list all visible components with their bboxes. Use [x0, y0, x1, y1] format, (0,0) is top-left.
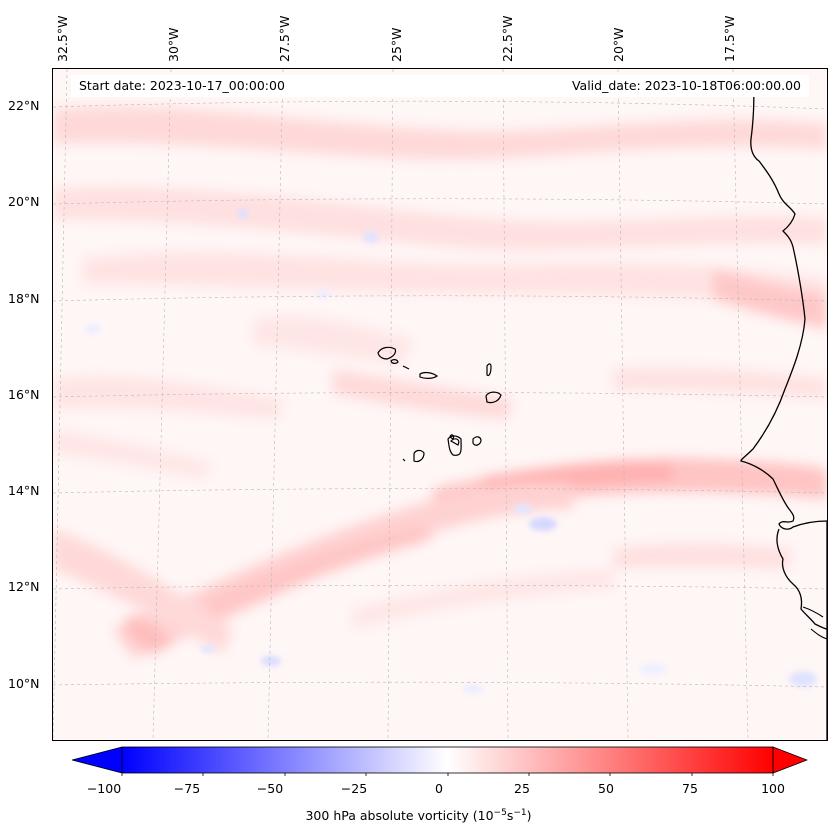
colorbar-extend-min [72, 746, 123, 774]
valid-date-label: Valid_date: 2023-10-18T06:00:00.00 [571, 78, 801, 93]
map-panel [53, 69, 827, 740]
lon-label: 22.5°W [500, 15, 515, 62]
colorbar-scale [122, 747, 773, 773]
colorbar-tick: −75 [173, 781, 201, 796]
positive-vorticity-bands [53, 106, 827, 659]
negative-vorticity-patches [85, 209, 817, 694]
lon-label: 32.5°W [55, 15, 70, 62]
cape-verde-islands [377, 346, 502, 463]
colorbar-tick: 25 [514, 781, 530, 796]
lat-label: 12°N [8, 579, 40, 594]
date-info-bar [71, 75, 809, 97]
colorbar-label: 300 hPa absolute vorticity (10−5s−1) [305, 808, 532, 824]
lon-label: 27.5°W [277, 15, 292, 62]
colorbar-tick: −50 [256, 781, 284, 796]
lat-label: 22°N [8, 98, 40, 113]
lat-label: 16°N [8, 387, 40, 402]
start-date-label: Start date: 2023-10-17_00:00:00 [79, 78, 285, 93]
colorbar-tick: 50 [598, 781, 614, 796]
colorbar-tick: −25 [340, 781, 368, 796]
colorbar-tick: 75 [682, 781, 698, 796]
colorbar-tick: −100 [86, 781, 122, 796]
africa-coastline [740, 78, 827, 740]
colorbar-extend-max [772, 746, 808, 774]
graticule [53, 69, 827, 740]
vorticity-field [53, 69, 827, 740]
guinea-coastline [776, 528, 827, 630]
lon-label: 17.5°W [722, 15, 737, 62]
lon-label: 20°W [611, 27, 626, 62]
lon-label: 30°W [166, 27, 181, 62]
lat-label: 14°N [8, 483, 40, 498]
colorbar [72, 746, 808, 776]
lat-label: 20°N [8, 194, 40, 209]
lon-label: 25°W [389, 27, 404, 62]
colorbar-tick: 0 [435, 781, 443, 796]
lat-label: 18°N [8, 291, 40, 306]
lat-label: 10°N [8, 676, 40, 691]
colorbar-tick: 100 [761, 781, 785, 796]
